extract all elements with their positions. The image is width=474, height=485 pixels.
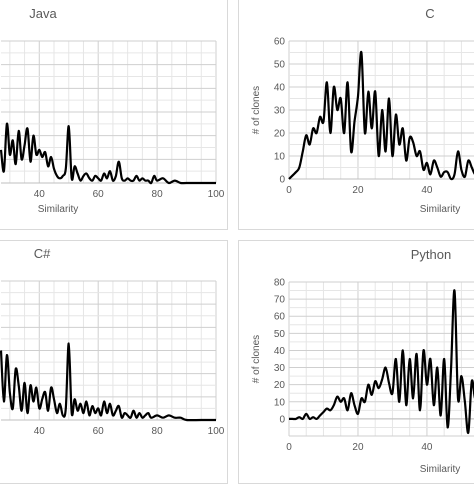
c-chart-title: C: [425, 6, 434, 21]
python-x-tick-label: 0: [286, 442, 292, 453]
c-x-tick-label: 0: [286, 185, 292, 196]
c-y-tick-label: 0: [279, 175, 285, 186]
python-y-tick-label: 60: [274, 312, 286, 323]
java-chart-panel: 40 60 80 100 Java Similarity: [0, 0, 228, 230]
java-x-tick-label: 60: [93, 189, 105, 200]
java-x-tick-label: 80: [152, 189, 164, 200]
c-series-line-0: [288, 51, 474, 181]
c-y-tick-label: 50: [274, 60, 286, 71]
python-x-axis-label: Similarity: [420, 464, 461, 475]
python-y-tick-label: 30: [274, 363, 286, 374]
java-chart-title: Java: [29, 6, 57, 21]
csharp-chart: 40 60 80 100 C#: [0, 246, 225, 437]
c-x-tick-label: 20: [352, 185, 364, 196]
csharp-chart-title: C#: [34, 246, 51, 261]
python-grid: [288, 281, 474, 437]
csharp-x-tick-label: 80: [152, 426, 164, 437]
python-y-tick-label: 20: [274, 380, 286, 391]
csharp-x-tick-label: 60: [93, 426, 105, 437]
c-x-axis-label: Similarity: [420, 204, 461, 215]
python-x-tick-label: 20: [352, 442, 364, 453]
python-y-tick-label: 50: [274, 329, 286, 340]
python-y-tick-label: 80: [274, 278, 286, 289]
csharp-x-tick-label: 100: [208, 426, 225, 437]
java-x-tick-label: 100: [208, 189, 225, 200]
java-grid: [1, 40, 217, 184]
c-y-axis-label: # of clones: [251, 86, 262, 134]
java-x-tick-label: 40: [34, 189, 46, 200]
python-y-tick-label: 40: [274, 346, 286, 357]
c-y-tick-label: 30: [274, 106, 286, 117]
python-y-axis-label: # of clones: [251, 335, 262, 383]
python-x-tick-label: 40: [421, 442, 433, 453]
c-y-tick-label: 10: [274, 152, 286, 163]
python-chart-panel: 0 20 40 0 10 20 30 40 50 60 70 80 Python Similarity # …: [238, 240, 474, 484]
csharp-series-line-0: [0, 342, 216, 422]
python-series-line-0: [288, 289, 474, 434]
csharp-x-tick-label: 40: [34, 426, 46, 437]
c-y-tick-label: 60: [274, 37, 286, 48]
python-y-tick-label: 10: [274, 397, 286, 408]
python-chart-title: Python: [411, 247, 451, 262]
c-y-tick-label: 40: [274, 83, 286, 94]
java-series-line-0: [0, 122, 216, 185]
python-y-tick-label: 0: [279, 414, 285, 425]
csharp-chart-panel: 40 60 80 100 C#: [0, 240, 228, 484]
c-chart-panel: 0 20 40 0 10 20 30 40 50 60 C Similarity # of clones: [238, 0, 474, 230]
c-chart: 0 20 40 0 10 20 30 40 50 60 C Similarity # of clones: [251, 6, 474, 215]
java-chart: 40 60 80 100 Java Similarity: [0, 6, 225, 215]
python-y-tick-label: 70: [274, 295, 286, 306]
python-chart: 0 20 40 0 10 20 30 40 50 60 70 80 Python Similarity # …: [251, 247, 474, 475]
c-y-tick-label: 20: [274, 129, 286, 140]
java-x-axis-label: Similarity: [38, 204, 79, 215]
c-x-tick-label: 40: [421, 185, 433, 196]
